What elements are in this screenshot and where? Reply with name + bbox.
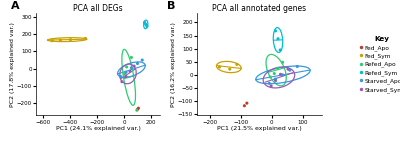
Point [280, 74, 286, 76]
Point [280, 61, 286, 63]
Y-axis label: PC2 (17.8% explained var.): PC2 (17.8% explained var.) [10, 22, 15, 107]
Point [272, 30, 279, 32]
Point [134, 62, 141, 65]
Point [294, 65, 300, 68]
Point [272, 79, 279, 82]
Point [268, 85, 274, 87]
Point [226, 68, 233, 70]
Point [274, 67, 280, 70]
Point [216, 66, 223, 68]
Point [131, 65, 137, 67]
Point [135, 107, 142, 109]
Point [244, 102, 250, 104]
Point [144, 25, 150, 28]
Point [128, 67, 135, 69]
Point [119, 81, 125, 83]
Point [123, 75, 129, 78]
Point [139, 59, 146, 61]
X-axis label: PC1 (24.1% explained var.): PC1 (24.1% explained var.) [56, 126, 141, 131]
Point [124, 66, 130, 68]
Point [287, 69, 293, 71]
Point [134, 108, 141, 111]
Point [271, 72, 278, 75]
Y-axis label: PC2 (16.2% explained var.): PC2 (16.2% explained var.) [172, 22, 176, 107]
Title: PCA all DEGs: PCA all DEGs [74, 4, 123, 13]
Point [49, 40, 56, 42]
Point [277, 49, 283, 51]
Point [277, 73, 284, 75]
Point [285, 68, 291, 70]
Point [141, 21, 148, 24]
Point [82, 37, 88, 40]
Point [241, 105, 248, 107]
Title: PCA all annotated genes: PCA all annotated genes [212, 4, 306, 13]
Point [143, 23, 149, 26]
Point [57, 39, 64, 41]
Point [117, 75, 124, 78]
X-axis label: PC1 (21.5% explained var.): PC1 (21.5% explained var.) [217, 126, 302, 131]
Point [267, 76, 274, 78]
Point [122, 73, 128, 75]
Point [67, 38, 74, 41]
Point [128, 56, 135, 59]
Text: A: A [11, 1, 20, 11]
Point [266, 82, 272, 84]
Point [134, 109, 140, 111]
Point [272, 78, 279, 80]
Point [123, 71, 129, 73]
Text: B: B [167, 1, 176, 11]
Legend: Fed_Apo, Fed_Sym, Refed_Apo, Refed_Sym, Starved_Apo, Starved_Sym: Fed_Apo, Fed_Sym, Refed_Apo, Refed_Sym, … [357, 34, 400, 95]
Point [234, 63, 240, 66]
Point [127, 70, 133, 73]
Point [275, 38, 281, 40]
